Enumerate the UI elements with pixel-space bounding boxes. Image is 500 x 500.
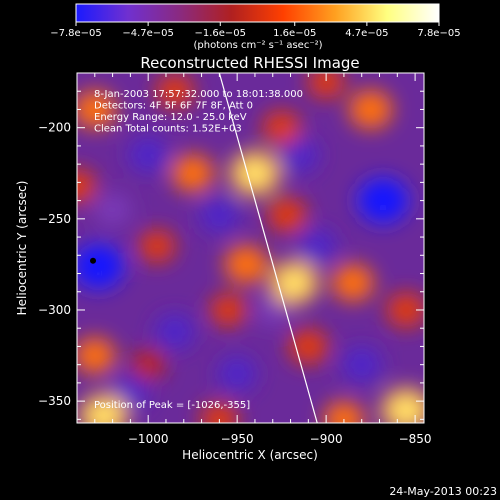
intensity-blob [171,154,214,193]
intensity-blob [348,89,393,130]
intensity-blob [155,74,194,109]
colorbar-tick-label: 4.7e−05 [345,28,388,39]
annotation-line: Detectors: 4F 5F 6F 7F 8F, Att 0 [94,101,253,112]
x-tick-label: −950 [221,432,254,446]
intensity-blob [297,228,337,264]
colorbar-tick-label: −1.6e−05 [194,28,246,39]
intensity-blob [200,402,239,423]
intensity-peak-core [92,405,115,423]
y-axis-ticks: −200 −250 −300 −350 [38,72,424,420]
annotation-line: Energy Range: 12.0 - 25.0 keV [94,112,247,123]
colorbar-ticks: −7.8e−05 −4.7e−05 −1.6e−05 1.6e−05 4.7e−05 7.… [50,22,461,39]
intensity-peak-core [394,400,418,421]
intensity-blob [288,328,329,365]
intensity-blob [77,337,116,374]
x-tick-label: −1000 [128,432,169,446]
colorbar-tick-label: −4.7e−05 [122,28,174,39]
intensity-blob [138,229,176,263]
intensity-blob [279,137,320,173]
intensity-blob [77,90,116,129]
colorbar-tick-label: 1.6e−05 [273,28,316,39]
colorbar-tick-label: 7.8e−05 [417,28,460,39]
colorbar-tick-label: −7.8e−05 [50,28,102,39]
intensity-blob [323,400,365,423]
peak-marker [90,257,97,264]
x-axis-label: Heliocentric X (arcsec) [182,448,318,462]
intensity-blob [94,193,131,227]
intensity-blob [341,346,383,384]
intensity-blob [198,196,240,234]
intensity-blob [154,313,196,351]
intensity-blob [217,356,257,392]
chart-title: Reconstructed RHESSI Image [140,54,359,72]
intensity-blob [209,293,247,327]
colorbar [75,3,440,23]
intensity-blob [255,294,291,326]
annotation-line: Clean Total counts: 1.52E+03 [94,124,242,135]
intensity-blob [127,136,169,174]
plot-frame [76,72,425,424]
intensity-dip-core [85,254,112,278]
y-tick-label: −200 [38,121,71,135]
intensity-blob [267,197,307,233]
intensity-blob [77,168,96,204]
intensity-peak-core [283,272,306,293]
colorbar-unit-label: (photons cm⁻² s⁻¹ asec⁻²) [193,40,322,51]
x-tick-label: −850 [399,432,432,446]
y-tick-label: −300 [38,303,71,317]
y-tick-label: −250 [38,212,71,226]
intensity-blob [224,244,268,285]
intensity-blob [262,110,301,145]
image-area [77,73,424,423]
x-axis-ticks: −1000 −950 −900 −850 [76,73,432,446]
intensity-blob [307,73,345,99]
peak-position-label: Position of Peak = [-1026,-355] [94,400,250,411]
intensity-dip-core [370,188,397,213]
annotation-block: 8-Jan-2003 17:57:32.000 to 18:01:38.000D… [94,89,303,135]
x-tick-label: −900 [310,432,343,446]
intensity-blob [331,263,374,302]
footer-timestamp: 24-May-2013 00:23 [389,485,497,498]
solar-limb-line [218,73,318,423]
heatmap-blobs [77,73,424,423]
y-axis-label: Heliocentric Y (arcsec) [15,181,29,316]
intensity-blob [131,349,166,380]
annotation-line: 8-Jan-2003 17:57:32.000 to 18:01:38.000 [94,89,303,100]
intensity-blob [386,292,424,328]
y-tick-label: −350 [38,394,71,408]
